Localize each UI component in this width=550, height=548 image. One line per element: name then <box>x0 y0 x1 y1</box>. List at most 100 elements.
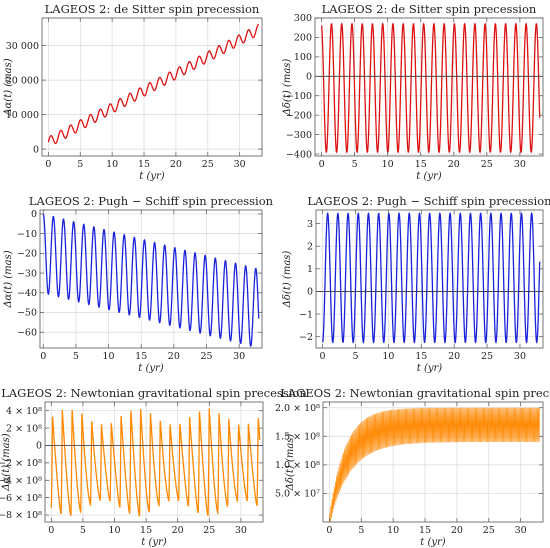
chart-p5: 0 5 10 15 20 25 30 −8 × 10⁸ −6 × 10⁸ −4 × 10⁸ −2 ×… <box>0 386 307 548</box>
x-tick-label-p6-1: 5 <box>358 525 364 536</box>
y-tick-label-p5-2: −4 × 10⁸ <box>0 475 42 486</box>
x-tick-label-p6-2: 10 <box>387 525 399 536</box>
y-tick-label-p3-3: −30 <box>17 268 37 279</box>
chart-title-p3: LAGEOS 2: Pugh − Schiff spin precession <box>29 194 274 208</box>
x-tick-label-p4-3: 15 <box>415 351 427 362</box>
x-tick-label-p5-0: 0 <box>48 525 54 536</box>
x-tick-label-p1-0: 0 <box>45 159 51 170</box>
x-tick-label-p1-6: 30 <box>234 159 246 170</box>
x-tick-label-p3-3: 15 <box>135 351 147 362</box>
x-axis-label-p2: t (yr) <box>416 171 442 182</box>
y-tick-label-p3-0: −60 <box>17 327 37 338</box>
x-tick-label-p3-1: 5 <box>73 351 79 362</box>
y-axis-label-p3: Δα(t) (mas) <box>3 250 14 308</box>
x-axis-label-p3: t (yr) <box>138 363 164 374</box>
y-tick-label-p5-6: 4 × 10⁸ <box>6 406 42 417</box>
x-tick-label-p5-4: 20 <box>172 525 184 536</box>
x-tick-label-p5-6: 30 <box>235 525 247 536</box>
y-tick-label-p5-5: 2 × 10⁸ <box>6 423 42 434</box>
y-tick-label-p3-2: −40 <box>17 288 37 299</box>
x-tick-label-p4-1: 5 <box>352 351 358 362</box>
x-tick-label-p2-0: 0 <box>319 159 325 170</box>
x-tick-label-p1-3: 15 <box>138 159 150 170</box>
y-tick-label-p6-2: 1.5 × 10⁸ <box>275 431 320 442</box>
y-tick-label-p2-6: 200 <box>294 33 312 44</box>
y-axis-label-p4: Δδ(t) (mas) <box>282 251 293 309</box>
y-axis-label-p6: Δδ(t) (mas) <box>285 434 296 492</box>
chart-p1: 0 5 10 15 20 25 30 0 10 000 20 000 30 000 LAGEOS 2:… <box>3 2 263 182</box>
plot-frame-p2 <box>314 17 544 157</box>
y-tick-label-p4-0: −2 <box>299 332 313 343</box>
y-tick-label-p6-0: 5.0 × 10⁷ <box>275 489 320 500</box>
x-axis-label-p6: t (yr) <box>420 537 446 548</box>
x-tick-label-p4-4: 20 <box>448 351 460 362</box>
y-tick-label-p1-1: 10 000 <box>6 110 39 121</box>
x-tick-label-p6-3: 15 <box>419 525 431 536</box>
y-tick-label-p2-0: −400 <box>286 149 312 160</box>
y-tick-label-p5-4: 0 <box>36 441 42 452</box>
chart-title-p5: LAGEOS 2: Newtonian gravitational spin p… <box>1 386 307 400</box>
plot-frame-p5 <box>44 401 264 523</box>
y-tick-label-p1-2: 20 000 <box>6 75 39 86</box>
y-tick-label-p5-3: −2 × 10⁸ <box>0 458 42 469</box>
y-tick-label-p4-1: −1 <box>299 309 313 320</box>
plot-frame-p6 <box>322 401 544 523</box>
x-axis-label-p1: t (yr) <box>139 171 165 182</box>
chart-title-p6: LAGEOS 2: Newtonian gravitational spin p… <box>280 386 550 400</box>
y-tick-label-p5-1: −6 × 10⁸ <box>0 493 42 504</box>
chart-title-p4: LAGEOS 2: Pugh − Schiff spin precession <box>307 194 550 208</box>
chart-p2: 0 5 10 15 20 25 30 −400 −300 −200 −100 0 100 200 300 LA… <box>282 2 544 182</box>
x-tick-label-p5-5: 25 <box>203 525 215 536</box>
x-tick-label-p5-1: 5 <box>80 525 86 536</box>
x-tick-label-p1-2: 10 <box>106 159 118 170</box>
x-tick-label-p2-2: 10 <box>382 159 394 170</box>
y-tick-label-p6-1: 1.0 × 10⁸ <box>275 460 320 471</box>
y-tick-label-p3-1: −50 <box>17 308 37 319</box>
x-tick-label-p2-3: 15 <box>415 159 427 170</box>
x-tick-label-p2-4: 20 <box>448 159 460 170</box>
series-line-p1-0 <box>47 23 259 145</box>
y-tick-label-p2-5: 100 <box>294 52 312 63</box>
plot-frame-p1 <box>41 17 263 157</box>
series-line-p6-0 <box>329 407 541 522</box>
x-tick-label-p4-5: 25 <box>481 351 493 362</box>
y-tick-label-p2-3: −100 <box>286 91 312 102</box>
y-tick-label-p3-6: 0 <box>31 209 37 220</box>
x-tick-label-p6-0: 0 <box>326 525 332 536</box>
x-axis-label-p5: t (yr) <box>141 537 167 548</box>
y-tick-label-p2-7: 300 <box>294 13 312 24</box>
y-tick-label-p3-5: −10 <box>17 229 37 240</box>
y-tick-label-p4-5: 3 <box>307 219 313 230</box>
x-tick-label-p3-6: 30 <box>233 351 245 362</box>
chart-title-p1: LAGEOS 2: de Sitter spin precession <box>45 2 260 16</box>
x-tick-label-p3-5: 25 <box>200 351 212 362</box>
plot-frame-p4 <box>315 209 544 349</box>
y-axis-label-p2: Δδ(t) (mas) <box>282 59 293 117</box>
x-tick-label-p1-1: 5 <box>77 159 83 170</box>
y-tick-label-p1-0: 0 <box>33 144 39 155</box>
x-tick-label-p5-3: 15 <box>140 525 152 536</box>
x-tick-label-p3-2: 10 <box>103 351 115 362</box>
plot-frame-p3 <box>39 209 263 349</box>
series-line-p4-0 <box>322 211 541 344</box>
x-tick-label-p2-5: 25 <box>481 159 493 170</box>
x-axis-label-p4: t (yr) <box>417 363 443 374</box>
series-line-p3-0 <box>42 213 260 347</box>
x-tick-label-p2-1: 5 <box>352 159 358 170</box>
x-tick-label-p4-0: 0 <box>320 351 326 362</box>
x-tick-label-p6-6: 30 <box>515 525 527 536</box>
y-tick-label-p1-3: 30 000 <box>6 41 39 52</box>
x-tick-label-p4-6: 30 <box>514 351 526 362</box>
x-tick-label-p1-4: 20 <box>170 159 182 170</box>
y-tick-label-p4-3: 1 <box>307 264 313 275</box>
x-tick-label-p4-2: 10 <box>382 351 394 362</box>
x-tick-label-p3-4: 20 <box>168 351 180 362</box>
y-tick-label-p4-4: 2 <box>307 241 313 252</box>
y-tick-label-p2-1: −300 <box>286 130 312 141</box>
y-tick-label-p2-4: 0 <box>306 72 312 83</box>
series-line-p5-0 <box>50 408 261 517</box>
y-tick-label-p4-2: 0 <box>307 287 313 298</box>
y-axis-label-p5: Δα(t) (mas) <box>1 433 12 491</box>
